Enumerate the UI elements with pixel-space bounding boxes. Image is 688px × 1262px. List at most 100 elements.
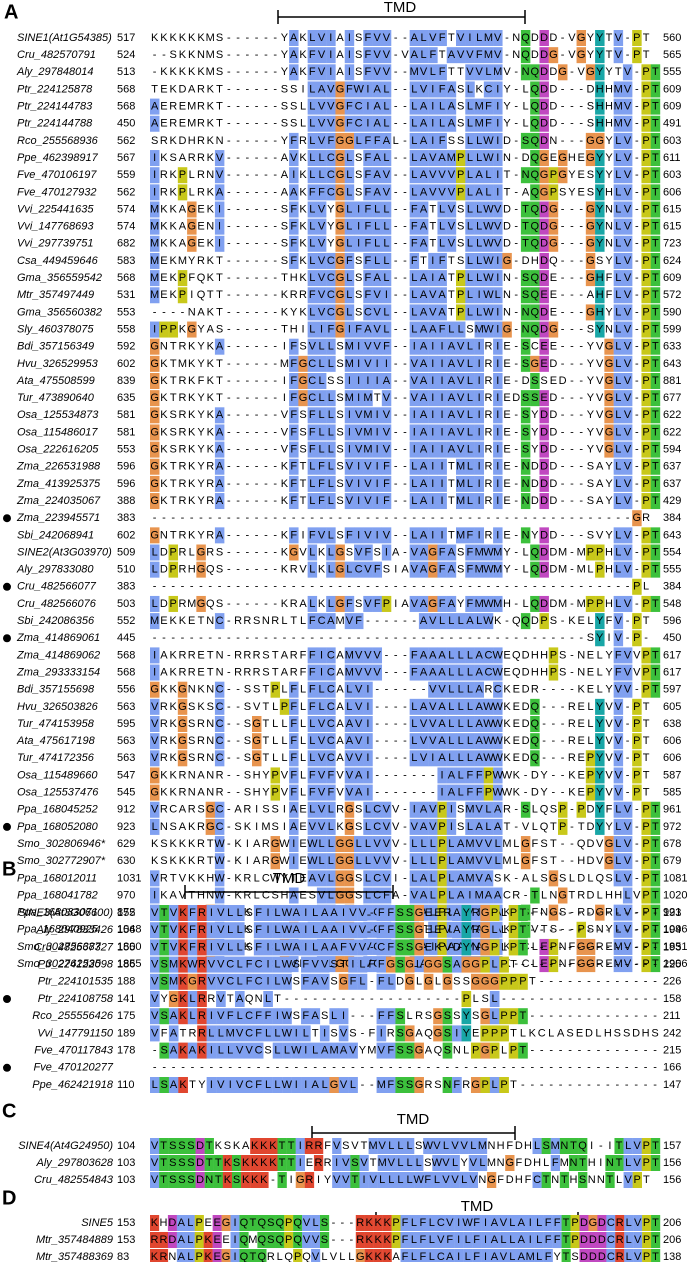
residue-highlight: [248, 1249, 258, 1262]
residue-highlight: [332, 1138, 342, 1154]
residue-highlight: [465, 544, 475, 561]
residue-highlight: [456, 853, 466, 870]
residue-highlight: [214, 201, 225, 218]
residue-highlight: [354, 441, 364, 458]
residue-highlight: [150, 664, 160, 681]
residue-highlight: [418, 1232, 428, 1248]
residue-highlight: [253, 1008, 264, 1025]
residue-highlight: [241, 1155, 251, 1171]
sequence: GKTRKYRA------KFTLFLSVIVIF--LAIITMLIRIE-…: [150, 478, 659, 490]
residue-highlight: [418, 304, 429, 321]
residue-highlight: [530, 98, 540, 115]
residue-highlight: [196, 561, 206, 578]
residue-highlight: [493, 458, 503, 475]
residue-highlight: [234, 973, 245, 990]
residue-highlight: [486, 1172, 497, 1188]
residue-highlight: [381, 355, 392, 372]
residue-highlight: [428, 475, 438, 492]
residue-highlight: [493, 407, 503, 424]
residue-highlight: [282, 973, 292, 990]
residue-highlight: [539, 64, 549, 81]
residue-highlight: [319, 922, 330, 939]
residue-highlight: [418, 818, 429, 835]
residue-highlight: [576, 921, 587, 938]
residue-highlight: [289, 716, 299, 732]
residue-highlight: [206, 1025, 217, 1042]
residue-highlight: [214, 698, 225, 715]
start-position: 562: [117, 186, 135, 198]
residue-highlight: [150, 1138, 160, 1154]
residue-highlight: [355, 1232, 365, 1248]
residue-highlight: [363, 98, 373, 115]
residue-highlight: [650, 390, 661, 407]
residue-highlight: [445, 1249, 455, 1262]
residue-highlight: [386, 1077, 396, 1093]
residue-highlight: [344, 373, 355, 389]
residue-highlight: [150, 870, 160, 887]
residue-highlight: [456, 836, 466, 853]
sequence-name: Smo_302806946*: [17, 838, 106, 850]
residue-highlight: [168, 905, 179, 921]
residue-highlight: [595, 595, 605, 612]
residue-highlight: [465, 716, 475, 732]
residue-highlight: [335, 270, 345, 287]
residue-highlight: [595, 716, 605, 732]
residue-highlight: [214, 458, 225, 475]
residue-highlight: [289, 218, 299, 235]
residue-highlight: [409, 818, 420, 835]
residue-highlight: [282, 939, 292, 956]
residue-highlight: [437, 938, 447, 955]
residue-highlight: [493, 64, 503, 81]
residue-highlight: [595, 544, 605, 561]
residue-highlight: [650, 1155, 661, 1171]
residue-highlight: [150, 681, 160, 698]
residue-highlight: [363, 47, 373, 64]
residue-highlight: [641, 441, 651, 458]
residue-highlight: [150, 1077, 160, 1093]
residue-highlight: [234, 1025, 245, 1042]
residue-highlight: [483, 235, 494, 252]
residue-highlight: [493, 184, 503, 201]
residue-highlight: [381, 252, 392, 269]
residue-highlight: [307, 30, 318, 46]
residue-highlight: [418, 441, 429, 458]
residue-highlight: [307, 390, 318, 407]
residue-highlight: [499, 956, 509, 973]
residue-highlight: [474, 407, 485, 424]
residue-highlight: [641, 870, 651, 887]
residue-highlight: [520, 441, 531, 458]
end-position: 590: [663, 306, 681, 318]
residue-highlight: [474, 458, 485, 475]
start-position: 83: [117, 1251, 129, 1262]
residue-highlight: [493, 81, 503, 98]
residue-highlight: [311, 1215, 321, 1231]
residue-highlight: [530, 132, 540, 149]
residue-highlight: [150, 115, 160, 132]
sequence: GKTRKYRA------KFTLFLSVIVIF--LAIITMLIRIE-…: [150, 461, 659, 473]
residue-highlight: [456, 664, 466, 681]
residue-highlight: [622, 424, 633, 441]
residue-highlight: [359, 1172, 369, 1188]
residue-highlight: [372, 270, 383, 287]
residue-highlight: [289, 30, 299, 46]
residue-highlight: [158, 1249, 169, 1262]
residue-highlight: [150, 201, 160, 218]
residue-highlight: [230, 1249, 240, 1262]
residue-highlight: [409, 47, 420, 64]
residue-highlight: [518, 1008, 528, 1025]
residue-highlight: [310, 956, 321, 973]
residue-highlight: [319, 1042, 330, 1059]
residue-highlight: [474, 424, 485, 441]
residue-highlight: [344, 132, 355, 149]
residue-highlight: [316, 836, 327, 853]
residue-highlight: [344, 304, 355, 321]
residue-highlight: [428, 733, 438, 750]
panel-label: A: [4, 1, 18, 23]
residue-highlight: [585, 64, 596, 81]
residue-highlight: [225, 939, 236, 956]
residue-highlight: [177, 698, 188, 715]
residue-highlight: [641, 595, 651, 612]
residue-highlight: [437, 664, 447, 681]
end-position: 1020: [663, 889, 687, 901]
start-position: 388: [117, 495, 135, 507]
